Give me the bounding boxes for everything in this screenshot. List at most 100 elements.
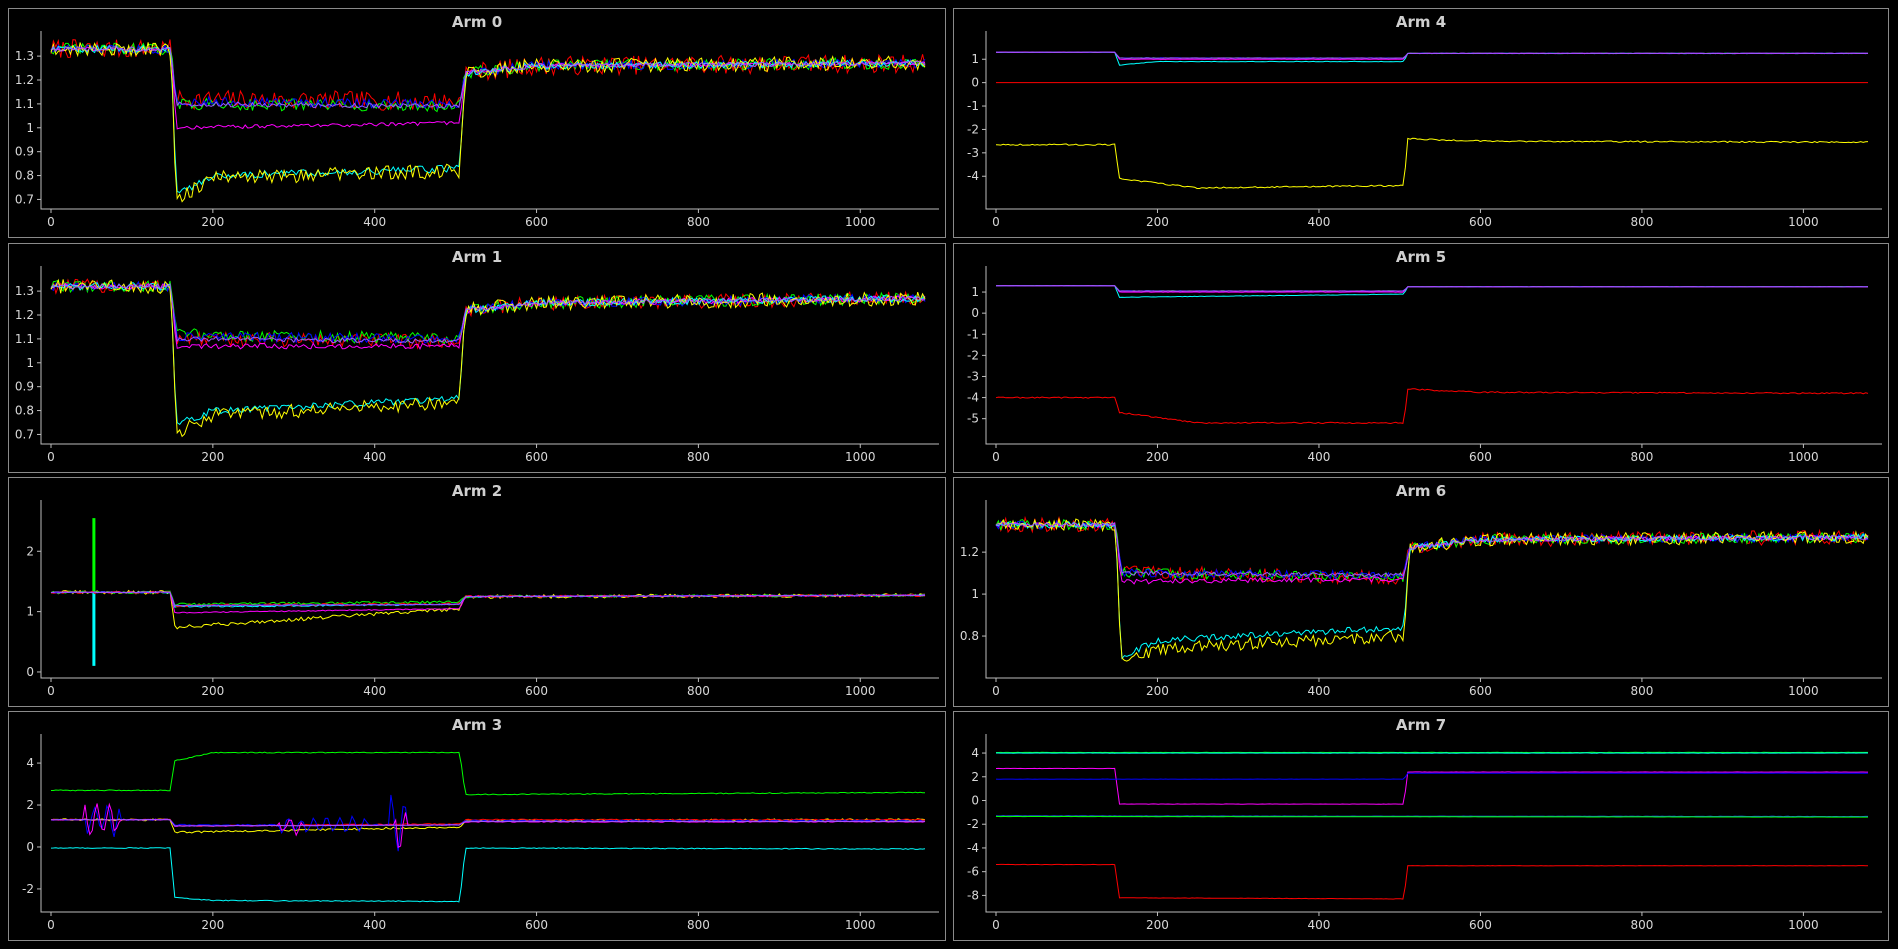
- series-line: [50, 591, 926, 607]
- axes: [985, 500, 1882, 679]
- y-tick-label: 0: [26, 665, 34, 679]
- series-line: [995, 517, 1869, 662]
- series-line: [50, 802, 926, 848]
- series-line: [996, 815, 1868, 818]
- chart-panel-3: Arm 3 0 200 400 600 800 1000 -2 0 2 4: [8, 711, 946, 941]
- x-tick-label: 200: [1146, 684, 1169, 698]
- x-tick-label: 0: [47, 918, 55, 932]
- series-line: [50, 45, 926, 110]
- y-tick-label: 4: [26, 756, 34, 770]
- chart-plot: 0 200 400 600 800 1000 -2 0 2 4: [22, 734, 939, 932]
- axes: [985, 734, 1882, 913]
- series-line: [995, 767, 1868, 805]
- series-line: [50, 282, 926, 426]
- y-tick-label: -4: [967, 391, 979, 405]
- chart-title: Arm 4: [1395, 13, 1447, 31]
- y-tick-label: 1.2: [960, 545, 979, 559]
- series-line: [50, 42, 926, 113]
- y-tick-label: 0: [971, 793, 979, 807]
- x-tick-label: 1000: [1788, 215, 1819, 229]
- x-tick-label: 800: [1630, 450, 1653, 464]
- y-tick-label: 1: [971, 285, 979, 299]
- y-tick-label: 0.8: [15, 404, 34, 418]
- y-tick-label: -1: [967, 327, 979, 341]
- x-tick-label: 600: [1469, 918, 1492, 932]
- chart-panel-2: Arm 2 0 200 400 600 800 1000 0 1 2: [8, 477, 946, 707]
- y-tick-label: -1: [967, 99, 979, 113]
- x-tick-label: 0: [992, 215, 1000, 229]
- x-tick-label: 200: [1146, 450, 1169, 464]
- x-tick-label: 1000: [845, 918, 876, 932]
- series-line: [50, 278, 926, 438]
- series-line: [995, 522, 1869, 578]
- x-tick-label: 1000: [845, 450, 876, 464]
- y-tick-label: 0: [971, 76, 979, 90]
- x-tick-label: 800: [687, 918, 710, 932]
- series-line: [50, 38, 926, 111]
- x-tick-label: 200: [201, 215, 224, 229]
- x-tick-label: 0: [992, 918, 1000, 932]
- x-tick-label: 200: [1146, 918, 1169, 932]
- x-tick-label: 600: [525, 215, 548, 229]
- x-tick-label: 800: [1630, 918, 1653, 932]
- axes: [985, 31, 1882, 210]
- y-tick-label: -2: [22, 882, 34, 896]
- series-line: [50, 42, 926, 203]
- series-line: [995, 137, 1869, 189]
- y-tick-label: -4: [967, 169, 979, 183]
- x-tick-label: 400: [1308, 215, 1331, 229]
- y-tick-label: -8: [967, 888, 979, 902]
- x-tick-label: 600: [525, 450, 548, 464]
- x-tick-label: 800: [687, 684, 710, 698]
- series-line: [51, 818, 926, 827]
- x-tick-label: 1000: [845, 215, 876, 229]
- x-tick-label: 800: [687, 450, 710, 464]
- x-tick-label: 800: [1630, 684, 1653, 698]
- series-line: [996, 863, 1869, 900]
- y-tick-label: 0.8: [15, 169, 34, 183]
- axes: [40, 500, 939, 679]
- y-tick-label: -5: [967, 412, 979, 426]
- series-line: [995, 815, 1868, 818]
- chart-title: Arm 7: [1395, 716, 1447, 734]
- chart-plot: 0 200 400 600 800 1000 0.7 0.8 0.9 1 1.1 1.2 1.3: [15, 31, 939, 229]
- chart-panel-4: Arm 4 0 200 400 600 800 1000 -4 -3 -2 -1 0 1: [953, 8, 1889, 238]
- y-tick-label: 0: [971, 306, 979, 320]
- chart-title: Arm 0: [451, 13, 503, 31]
- series-line: [995, 51, 1869, 59]
- chart-plot: 0 200 400 600 800 1000 0.7 0.8 0.9 1 1.1 1.2 1.3: [15, 266, 939, 464]
- y-tick-label: 1.2: [15, 308, 34, 322]
- chart-panel-7: Arm 7 0 200 400 600 800 1000 -8 -6 -4 -2 0 2 4: [953, 711, 1889, 941]
- x-tick-label: 400: [363, 684, 386, 698]
- y-tick-label: -4: [967, 841, 979, 855]
- chart-title: Arm 2: [451, 482, 503, 500]
- y-tick-label: 0.7: [15, 192, 34, 206]
- x-tick-label: 400: [1308, 684, 1331, 698]
- x-tick-label: 200: [201, 684, 224, 698]
- x-tick-label: 200: [1146, 215, 1169, 229]
- series-line: [50, 282, 926, 344]
- y-tick-label: -2: [967, 348, 979, 362]
- series-line: [50, 590, 926, 608]
- y-tick-label: 0.9: [15, 145, 34, 159]
- x-tick-label: 400: [1308, 450, 1331, 464]
- y-tick-label: 0.9: [15, 380, 34, 394]
- x-tick-label: 400: [363, 215, 386, 229]
- chart-panel-6: Arm 6 0 200 400 600 800 1000 0.8 1 1.2: [953, 477, 1889, 707]
- series-line: [51, 751, 926, 796]
- y-tick-label: 1.2: [15, 73, 34, 87]
- x-tick-label: 200: [201, 450, 224, 464]
- x-tick-label: 0: [47, 684, 55, 698]
- y-tick-label: 1: [26, 121, 34, 135]
- y-tick-label: 1.3: [15, 284, 34, 298]
- series-line: [50, 794, 926, 852]
- x-tick-label: 600: [1469, 684, 1492, 698]
- series-line: [50, 590, 925, 606]
- chart-title: Arm 3: [451, 716, 503, 734]
- axes: [40, 266, 939, 445]
- y-tick-label: 0.8: [960, 629, 979, 643]
- x-tick-label: 600: [525, 918, 548, 932]
- chart-title: Arm 1: [451, 248, 503, 266]
- x-tick-label: 0: [47, 450, 55, 464]
- axes: [40, 31, 939, 210]
